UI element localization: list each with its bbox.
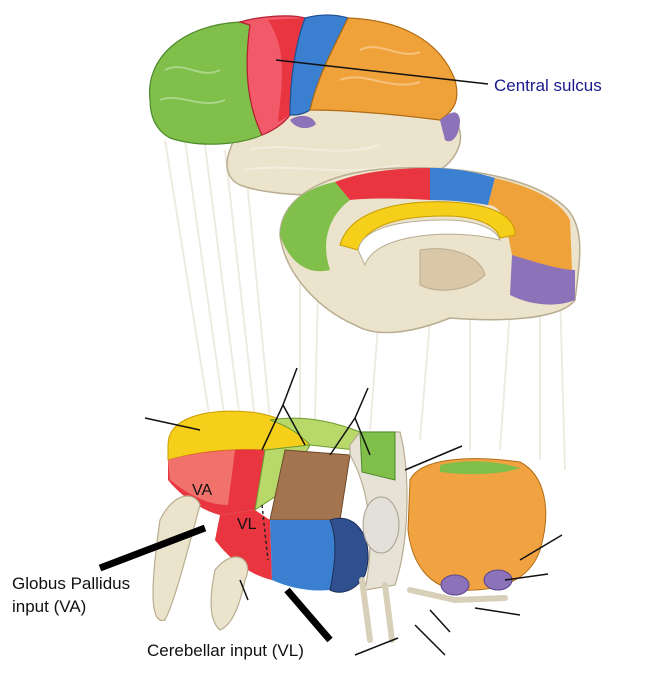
medial-brainstem [419,248,486,291]
motor-strip [268,18,305,122]
medial-brain [279,167,581,334]
globus-pallidus-pointer [98,524,207,572]
globus-pallidus-label-line2: input (VA) [12,597,87,616]
medial-prefrontal [280,182,350,272]
pointer-lines [144,367,563,656]
medial-premotor [335,168,430,200]
lateral-geniculate [440,574,470,596]
medial-geniculate [483,569,513,591]
prefrontal-region [148,21,263,145]
cerebellar-input-label: Cerebellar input (VL) [147,641,304,660]
corpus-callosum [357,219,501,267]
va-label: VA [192,482,213,499]
cingulate-gyrus [339,201,516,251]
va-highlight [168,450,235,505]
parietal-region [309,17,458,121]
globus-pallidus-label-line1: Globus Pallidus [12,574,131,593]
reticular-shell-left-2 [210,556,249,631]
cerebellar-pointer [284,587,333,643]
gyri-lines [159,46,421,172]
thalamus [152,410,547,643]
thalamic-fibers [359,577,508,643]
pulvinar-green-top [440,461,520,475]
lateral-purple-patch [290,115,316,129]
medial-parietal [488,178,572,270]
vl-region [215,510,272,580]
reticular-shell-left [152,495,201,622]
vl-label: VL [237,516,257,533]
posterior-blue-bulb [329,517,369,593]
occipital-pole [440,112,460,142]
internal-lamina-oval [362,496,400,554]
medial-somatosensory [430,168,495,205]
dorsal-green-cap [359,431,396,481]
central-sulcus-pointer [275,59,489,85]
central-sulcus-label: Central sulcus [494,76,602,95]
ventral-posterior [270,520,342,591]
pulvinar [407,458,547,591]
medial-visual [510,255,575,305]
